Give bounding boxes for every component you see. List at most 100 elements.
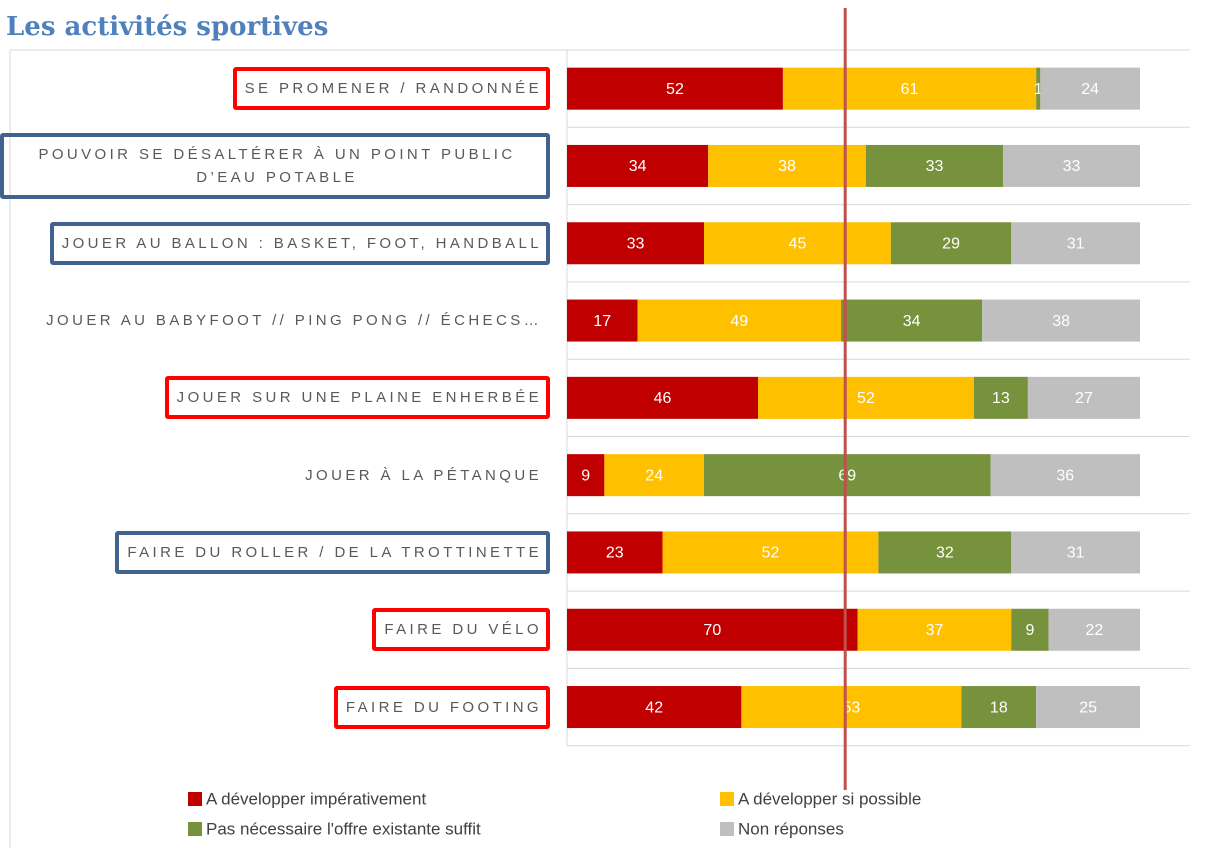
bar-segment (567, 608, 858, 651)
bar-segment (567, 686, 742, 729)
bar-segment (878, 531, 1012, 574)
data-label: 33 (627, 235, 645, 252)
category-label-row: FAIRE DU VÉLO (0, 590, 550, 670)
bar-segment (567, 454, 605, 497)
data-label: 9 (581, 467, 590, 484)
data-label: 29 (942, 235, 960, 252)
bar-segment (1036, 686, 1140, 729)
bar-segment (567, 67, 783, 110)
bar-segment (782, 67, 1037, 110)
data-label: 23 (606, 545, 624, 562)
category-label: FAIRE DU FOOTING (333, 685, 550, 729)
legend-label: A développer impérativement (206, 789, 426, 808)
data-label: 33 (926, 158, 944, 175)
data-label: 38 (778, 158, 796, 175)
legend-swatch (188, 822, 202, 836)
legend-label: Non réponses (738, 819, 844, 838)
data-label: 9 (1026, 622, 1035, 639)
bar-segment (841, 299, 983, 342)
data-label: 42 (645, 699, 663, 716)
bar-segment (567, 144, 709, 187)
category-label: SE PROMENER / RANDONNÉE (232, 67, 550, 111)
bar-segment (637, 299, 842, 342)
bar-segment (567, 299, 638, 342)
data-label: 34 (903, 313, 921, 330)
data-label: 34 (629, 158, 647, 175)
data-label: 70 (703, 622, 721, 639)
category-label-row: JOUER SUR UNE PLAINE ENHERBÉE (0, 358, 550, 438)
data-label: 61 (901, 81, 919, 98)
bar-segment (704, 454, 991, 497)
legend-swatch (720, 792, 734, 806)
data-label: 49 (730, 313, 748, 330)
data-label: 27 (1075, 390, 1093, 407)
category-label-row: JOUER AU BABYFOOT // PING PONG // ÉCHECS… (0, 281, 550, 361)
legend-label: Pas nécessaire l'offre existante suffit (206, 819, 481, 838)
bar-segment (704, 222, 891, 265)
category-label: JOUER À LA PÉTANQUE (305, 466, 542, 484)
chart-title: Les activités sportives (6, 12, 329, 42)
data-label: 1 (1034, 81, 1043, 98)
bar-segment (890, 222, 1012, 265)
legend-swatch (188, 792, 202, 806)
data-label: 25 (1079, 699, 1097, 716)
bar-segment (1011, 531, 1140, 574)
bar-segment (990, 454, 1140, 497)
category-label-row: JOUER À LA PÉTANQUE (0, 435, 550, 515)
data-label: 46 (654, 390, 672, 407)
category-label: FAIRE DU VÉLO (372, 608, 550, 652)
legend-label: A développer si possible (738, 789, 921, 808)
category-label: FAIRE DU ROLLER / DE LA TROTTINETTE (115, 530, 550, 574)
data-label: 52 (857, 390, 875, 407)
bar-segment (1002, 144, 1140, 187)
bar-segment (758, 376, 974, 419)
bar-segment (604, 454, 705, 497)
bar-segment (1036, 67, 1041, 110)
bar-segment (982, 299, 1140, 342)
data-label: 45 (789, 235, 807, 252)
bar-segment (567, 376, 758, 419)
data-label: 31 (1067, 235, 1085, 252)
category-label-row: SE PROMENER / RANDONNÉE (0, 49, 550, 129)
data-label: 38 (1052, 313, 1070, 330)
data-label: 53 (843, 699, 861, 716)
data-label: 24 (1081, 81, 1099, 98)
data-label: 36 (1056, 467, 1074, 484)
data-label: 13 (992, 390, 1010, 407)
bar-segment (1011, 608, 1049, 651)
category-label-row: JOUER AU BALLON : BASKET, FOOT, HANDBALL (0, 203, 550, 283)
bar-segment (1027, 376, 1140, 419)
category-label: JOUER AU BABYFOOT // PING PONG // ÉCHECS… (46, 312, 542, 330)
data-label: 32 (936, 545, 954, 562)
bar-segment (1040, 67, 1140, 110)
category-label-row: FAIRE DU ROLLER / DE LA TROTTINETTE (0, 512, 550, 592)
data-label: 37 (926, 622, 944, 639)
category-label-row: POUVOIR SE DÉSALTÉRER À UN POINT PUBLIC … (0, 126, 550, 206)
bar-segment (973, 376, 1028, 419)
data-label: 31 (1067, 545, 1085, 562)
category-label: JOUER SUR UNE PLAINE ENHERBÉE (164, 376, 550, 420)
bar-segment (708, 144, 866, 187)
bar-segment (567, 222, 705, 265)
data-label: 18 (990, 699, 1008, 716)
category-label: JOUER AU BALLON : BASKET, FOOT, HANDBALL (49, 221, 550, 265)
category-label-row: FAIRE DU FOOTING (0, 667, 550, 747)
data-label: 17 (593, 313, 611, 330)
bar-segment (741, 686, 962, 729)
bar-segment (1011, 222, 1140, 265)
legend-swatch (720, 822, 734, 836)
bar-segment (1048, 608, 1140, 651)
data-label: 33 (1063, 158, 1081, 175)
data-label: 24 (645, 467, 663, 484)
bar-segment (662, 531, 879, 574)
data-label: 69 (838, 467, 856, 484)
category-label: POUVOIR SE DÉSALTÉRER À UN POINT PUBLIC … (0, 132, 550, 199)
bar-segment (857, 608, 1012, 651)
bar-segment (567, 531, 663, 574)
bar-segment (865, 144, 1003, 187)
data-label: 22 (1085, 622, 1103, 639)
bar-segment (961, 686, 1037, 729)
data-label: 52 (666, 81, 684, 98)
